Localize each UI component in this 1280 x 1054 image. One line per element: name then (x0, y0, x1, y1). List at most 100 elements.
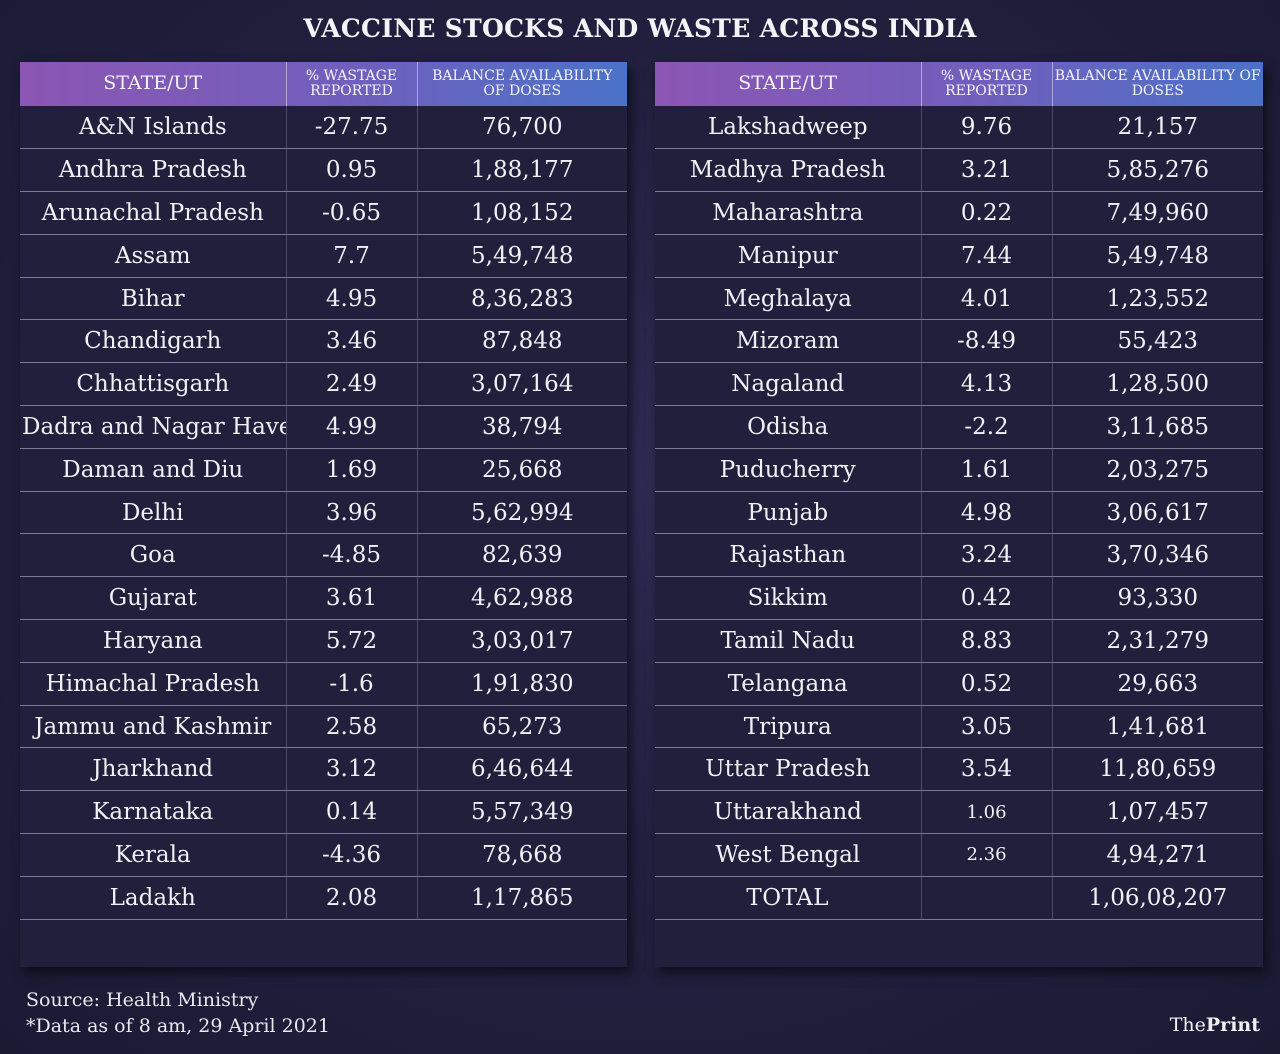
table-row: Arunachal Pradesh -0.65 1,08,152 (20, 191, 627, 235)
table-row: Nagaland 4.13 1,28,500 (655, 362, 1263, 407)
table-row: Rajasthan 3.24 3,70,346 (655, 533, 1263, 578)
right-table: STATE/UT % WASTAGE REPORTED BALANCE AVAI… (655, 62, 1263, 920)
balance-cell: 1,17,865 (417, 876, 627, 920)
table-row: Ladakh 2.08 1,17,865 (20, 876, 627, 920)
balance-cell: 6,46,644 (417, 747, 627, 792)
balance-cell: 3,11,685 (1052, 405, 1263, 449)
balance-cell: 4,62,988 (417, 576, 627, 621)
table-row: Bihar 4.95 8,36,283 (20, 277, 627, 321)
logo-bold: Print (1205, 1014, 1260, 1036)
left-table: STATE/UT % WASTAGE REPORTED BALANCE AVAI… (20, 62, 627, 920)
state-cell: Chandigarh (20, 319, 287, 364)
table-row: Haryana 5.72 3,03,017 (20, 619, 627, 663)
table-row: Lakshadweep 9.76 21,157 (655, 106, 1263, 150)
balance-cell: 1,07,457 (1052, 790, 1263, 835)
table-row: Assam 7.7 5,49,748 (20, 234, 627, 278)
state-cell: Madhya Pradesh (655, 148, 922, 193)
state-cell: A&N Islands (20, 106, 287, 150)
wastage-cell: 3.12 (286, 747, 418, 792)
table-row: Goa -4.85 82,639 (20, 533, 627, 578)
wastage-cell: 2.49 (286, 362, 418, 407)
balance-cell: 11,80,659 (1052, 747, 1263, 792)
table-row: Puducherry 1.61 2,03,275 (655, 448, 1263, 492)
wastage-cell: 5.72 (286, 619, 418, 663)
table-row: Himachal Pradesh -1.6 1,91,830 (20, 662, 627, 706)
data-date-note: *Data as of 8 am, 29 April 2021 (26, 1015, 330, 1037)
state-cell: Kerala (20, 833, 287, 877)
balance-cell: 1,41,681 (1052, 705, 1263, 749)
balance-cell: 1,88,177 (417, 148, 627, 193)
table-row: Tripura 3.05 1,41,681 (655, 705, 1263, 749)
table-row: Mizoram -8.49 55,423 (655, 319, 1263, 364)
balance-cell: 3,70,346 (1052, 533, 1263, 578)
balance-cell: 3,06,617 (1052, 491, 1263, 535)
wastage-cell: 1.69 (286, 448, 418, 492)
state-cell: Ladakh (20, 876, 287, 920)
table-row: Kerala -4.36 78,668 (20, 833, 627, 877)
state-cell: Rajasthan (655, 533, 922, 578)
balance-cell: 55,423 (1052, 319, 1263, 364)
state-cell: Punjab (655, 491, 922, 535)
wastage-cell: 2.08 (286, 876, 418, 920)
state-cell: Puducherry (655, 448, 922, 492)
table-row: West Bengal 2.36 4,94,271 (655, 833, 1263, 877)
balance-cell: 21,157 (1052, 106, 1263, 150)
wastage-cell: 3.96 (286, 491, 418, 535)
state-cell: Chhattisgarh (20, 362, 287, 407)
wastage-cell: 3.21 (921, 148, 1053, 193)
state-cell: Daman and Diu (20, 448, 287, 492)
table-row: Tamil Nadu 8.83 2,31,279 (655, 619, 1263, 663)
column-header-balance: BALANCE AVAILABILITY OF DOSES (1054, 68, 1261, 99)
state-cell: Telangana (655, 662, 922, 706)
wastage-cell: 3.46 (286, 319, 418, 364)
wastage-cell: -2.2 (921, 405, 1053, 449)
balance-cell: 3,07,164 (417, 362, 627, 407)
balance-cell: 1,06,08,207 (1052, 876, 1263, 920)
state-cell: Nagaland (655, 362, 922, 407)
logo-prefix: The (1169, 1014, 1206, 1036)
balance-cell: 1,28,500 (1052, 362, 1263, 407)
balance-cell: 78,668 (417, 833, 627, 877)
balance-cell: 1,08,152 (417, 191, 627, 235)
state-cell: TOTAL (655, 876, 922, 920)
column-header-state: STATE/UT (20, 62, 287, 106)
wastage-cell: -0.65 (286, 191, 418, 235)
state-cell: Assam (20, 234, 287, 278)
state-cell: Himachal Pradesh (20, 662, 287, 706)
wastage-cell: -4.36 (286, 833, 418, 877)
balance-cell: 38,794 (417, 405, 627, 449)
state-cell: Haryana (20, 619, 287, 663)
wastage-cell: 3.54 (921, 747, 1053, 792)
table-row: Chandigarh 3.46 87,848 (20, 319, 627, 364)
balance-cell: 5,49,748 (1052, 234, 1263, 278)
table-row: A&N Islands -27.75 76,700 (20, 106, 627, 150)
state-cell: Andhra Pradesh (20, 148, 287, 193)
state-cell: Lakshadweep (655, 106, 922, 150)
wastage-cell: 0.14 (286, 790, 418, 835)
wastage-cell: 2.58 (286, 705, 418, 749)
right-table-panel: STATE/UT % WASTAGE REPORTED BALANCE AVAI… (655, 62, 1263, 967)
state-cell: Uttar Pradesh (655, 747, 922, 792)
state-cell: Jharkhand (20, 747, 287, 792)
balance-cell: 5,57,349 (417, 790, 627, 835)
balance-cell: 2,31,279 (1052, 619, 1263, 663)
state-cell: Manipur (655, 234, 922, 278)
balance-cell: 76,700 (417, 106, 627, 150)
table-row: Uttarakhand 1.06 1,07,457 (655, 790, 1263, 835)
wastage-cell: 3.61 (286, 576, 418, 621)
wastage-cell: 8.83 (921, 619, 1053, 663)
wastage-cell: 0.42 (921, 576, 1053, 621)
state-cell: Mizoram (655, 319, 922, 364)
table-row: Karnataka 0.14 5,57,349 (20, 790, 627, 835)
state-cell: Gujarat (20, 576, 287, 621)
wastage-cell: 7.7 (286, 234, 418, 278)
table-row: Madhya Pradesh 3.21 5,85,276 (655, 148, 1263, 193)
state-cell: Tripura (655, 705, 922, 749)
balance-cell: 4,94,271 (1052, 833, 1263, 877)
balance-cell: 1,23,552 (1052, 277, 1263, 321)
table-row: Meghalaya 4.01 1,23,552 (655, 277, 1263, 321)
state-cell: Uttarakhand (655, 790, 922, 835)
balance-cell: 25,668 (417, 448, 627, 492)
wastage-cell: 7.44 (921, 234, 1053, 278)
balance-cell: 7,49,960 (1052, 191, 1263, 235)
